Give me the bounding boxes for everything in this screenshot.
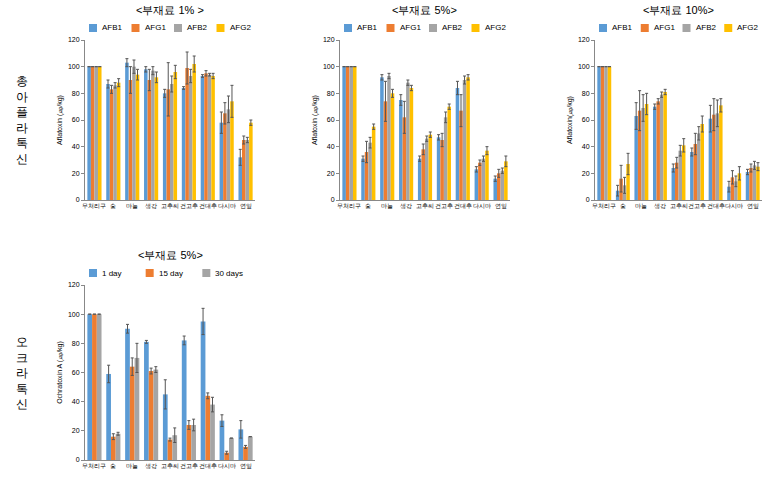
svg-text:다시마: 다시마 bbox=[218, 203, 236, 209]
svg-text:AFG1: AFG1 bbox=[654, 23, 675, 32]
svg-text:고추씨: 고추씨 bbox=[670, 203, 688, 209]
svg-text:Ochratoxin A (㎍/kg): Ochratoxin A (㎍/kg) bbox=[56, 341, 64, 404]
svg-text:고추씨: 고추씨 bbox=[416, 203, 434, 209]
svg-text:무처리구: 무처리구 bbox=[592, 203, 616, 209]
svg-text:120: 120 bbox=[323, 36, 335, 43]
svg-text:Aflatoxin (㎍/kg): Aflatoxin (㎍/kg) bbox=[311, 95, 319, 145]
svg-text:AFB2: AFB2 bbox=[187, 23, 208, 32]
svg-text:30 days: 30 days bbox=[215, 269, 243, 278]
svg-text:<부재료 10%>: <부재료 10%> bbox=[643, 4, 714, 16]
svg-text:60: 60 bbox=[582, 116, 590, 123]
svg-text:<부재료 1% >: <부재료 1% > bbox=[136, 4, 204, 16]
svg-text:Aflatoxin (㎍/kg): Aflatoxin (㎍/kg) bbox=[56, 95, 64, 145]
svg-text:0: 0 bbox=[331, 196, 335, 203]
svg-text:0: 0 bbox=[76, 196, 80, 203]
svg-text:숯: 숯 bbox=[620, 203, 626, 209]
svg-text:80: 80 bbox=[72, 90, 80, 97]
svg-text:AFB2: AFB2 bbox=[696, 23, 717, 32]
svg-text:다시마: 다시마 bbox=[218, 463, 236, 469]
svg-text:60: 60 bbox=[72, 369, 80, 376]
svg-text:Aflatoxin(㎍/kg): Aflatoxin(㎍/kg) bbox=[566, 96, 574, 144]
svg-text:연잎: 연잎 bbox=[495, 203, 507, 209]
svg-text:건고추: 건고추 bbox=[180, 203, 198, 209]
svg-text:AFB1: AFB1 bbox=[102, 23, 123, 32]
svg-text:생강: 생강 bbox=[145, 463, 157, 469]
svg-text:40: 40 bbox=[72, 143, 80, 150]
svg-text:총아플라톡신: 총아플라톡신 bbox=[16, 74, 28, 166]
svg-text:연잎: 연잎 bbox=[240, 203, 252, 209]
svg-text:20: 20 bbox=[72, 170, 80, 177]
svg-text:연잎: 연잎 bbox=[240, 463, 252, 469]
svg-text:생강: 생강 bbox=[400, 203, 412, 209]
svg-text:AFB1: AFB1 bbox=[357, 23, 378, 32]
svg-text:60: 60 bbox=[72, 116, 80, 123]
svg-text:120: 120 bbox=[68, 281, 80, 288]
svg-text:120: 120 bbox=[578, 36, 590, 43]
svg-text:건고추: 건고추 bbox=[435, 203, 453, 209]
svg-text:고추씨: 고추씨 bbox=[161, 203, 179, 209]
svg-text:마늘: 마늘 bbox=[126, 203, 138, 209]
svg-text:연잎: 연잎 bbox=[747, 203, 759, 209]
svg-text:생강: 생강 bbox=[145, 203, 157, 209]
svg-text:건대추: 건대추 bbox=[199, 463, 217, 469]
svg-text:마늘: 마늘 bbox=[126, 463, 138, 469]
svg-text:100: 100 bbox=[323, 63, 335, 70]
svg-text:AFG2: AFG2 bbox=[737, 23, 758, 32]
svg-text:마늘: 마늘 bbox=[635, 203, 647, 209]
svg-text:건고추: 건고추 bbox=[688, 203, 706, 209]
svg-text:60: 60 bbox=[327, 116, 335, 123]
svg-text:20: 20 bbox=[327, 170, 335, 177]
svg-text:건대추: 건대추 bbox=[199, 203, 217, 209]
svg-text:20: 20 bbox=[582, 170, 590, 177]
svg-text:건대추: 건대추 bbox=[454, 203, 472, 209]
svg-text:숯: 숯 bbox=[365, 203, 371, 209]
svg-text:다시마: 다시마 bbox=[473, 203, 491, 209]
svg-text:40: 40 bbox=[582, 143, 590, 150]
svg-text:80: 80 bbox=[582, 90, 590, 97]
svg-text:다시마: 다시마 bbox=[725, 203, 743, 209]
svg-text:무처리구: 무처리구 bbox=[82, 463, 106, 469]
svg-text:건대추: 건대추 bbox=[707, 203, 725, 209]
svg-text:AFG1: AFG1 bbox=[400, 23, 421, 32]
svg-text:숯: 숯 bbox=[110, 463, 116, 469]
svg-text:40: 40 bbox=[327, 143, 335, 150]
svg-text:80: 80 bbox=[72, 340, 80, 347]
svg-text:마늘: 마늘 bbox=[381, 203, 393, 209]
svg-text:AFB2: AFB2 bbox=[442, 23, 463, 32]
svg-text:80: 80 bbox=[327, 90, 335, 97]
svg-text:100: 100 bbox=[68, 311, 80, 318]
svg-text:0: 0 bbox=[586, 196, 590, 203]
svg-text:120: 120 bbox=[68, 36, 80, 43]
svg-text:15 day: 15 day bbox=[159, 269, 183, 278]
svg-text:100: 100 bbox=[578, 63, 590, 70]
svg-text:고추씨: 고추씨 bbox=[161, 463, 179, 469]
svg-text:무처리구: 무처리구 bbox=[337, 203, 361, 209]
svg-text:AFG2: AFG2 bbox=[230, 23, 251, 32]
svg-text:0: 0 bbox=[76, 456, 80, 463]
svg-text:20: 20 bbox=[72, 427, 80, 434]
svg-text:100: 100 bbox=[68, 63, 80, 70]
svg-text:<부재료 5%>: <부재료 5%> bbox=[392, 4, 457, 16]
svg-text:1 day: 1 day bbox=[102, 269, 122, 278]
svg-text:40: 40 bbox=[72, 398, 80, 405]
svg-text:<부재료 5%>: <부재료 5%> bbox=[138, 249, 203, 261]
svg-text:숯: 숯 bbox=[110, 203, 116, 209]
svg-text:건고추: 건고추 bbox=[180, 463, 198, 469]
svg-text:무처리구: 무처리구 bbox=[82, 203, 106, 209]
svg-text:AFG2: AFG2 bbox=[485, 23, 506, 32]
svg-text:AFB1: AFB1 bbox=[612, 23, 633, 32]
svg-text:오크라톡신: 오크라톡신 bbox=[16, 335, 28, 411]
svg-text:생강: 생강 bbox=[654, 203, 666, 209]
svg-text:AFG1: AFG1 bbox=[145, 23, 166, 32]
